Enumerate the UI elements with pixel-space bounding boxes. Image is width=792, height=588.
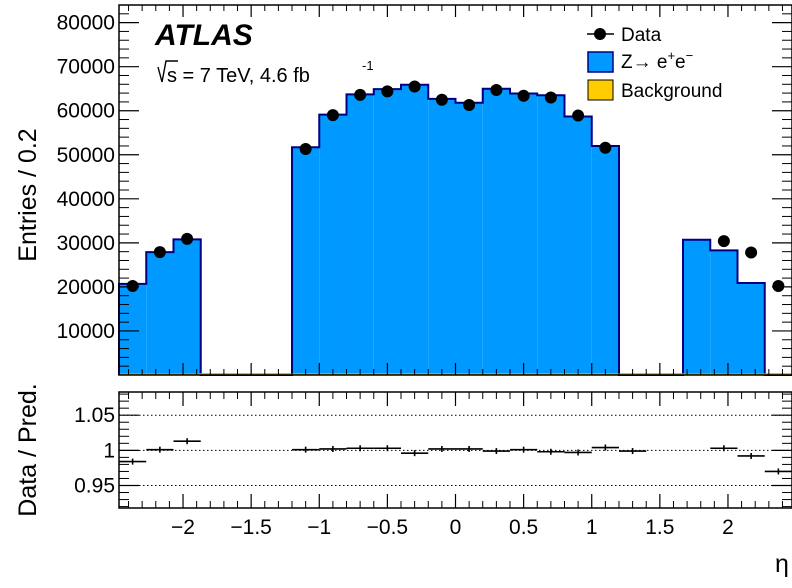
signal-bar: [683, 239, 711, 374]
data-point: [408, 80, 421, 93]
signal-bar: [319, 114, 347, 374]
signal-bar: [146, 252, 174, 374]
data-point: [435, 93, 448, 106]
legend-signal-label: Z→ e+e−: [621, 48, 693, 73]
ratio-data-points: [119, 438, 792, 475]
main-y-tick-label: 50000: [57, 144, 115, 167]
legend-item-signal: Z→ e+e−: [587, 48, 693, 73]
x-tick-label: −0.5: [367, 516, 408, 539]
main-y-tick-label: 70000: [57, 56, 115, 79]
data-point: [153, 246, 166, 259]
main-y-tick-label: 60000: [57, 100, 115, 123]
main-y-axis-title: Entries / 0.2: [14, 128, 42, 261]
lumi-exponent: -1: [362, 58, 374, 73]
legend-data-label: Data: [621, 25, 662, 46]
ratio-y-tick-label: 1.05: [74, 404, 115, 427]
main-y-tick-label: 30000: [57, 232, 115, 255]
data-point: [599, 141, 612, 154]
x-tick-label: −2: [171, 516, 195, 539]
signal-bar: [173, 239, 201, 374]
ratio-axis-ticks: [119, 392, 792, 508]
signal-bar: [346, 94, 374, 374]
x-tick-label: −1: [307, 516, 331, 539]
x-tick-label: −1.5: [230, 516, 271, 539]
main-histogram-fills: [118, 83, 792, 376]
signal-bar: [509, 93, 538, 374]
legend-item-data: Data: [587, 25, 662, 46]
signal-bar: [591, 145, 619, 374]
energy-text: s = 7 TeV, 4.6 fb: [167, 65, 310, 87]
data-point: [572, 109, 585, 122]
x-tick-label: 1.5: [645, 516, 674, 539]
ratio-y-tick-label: 1: [103, 439, 115, 462]
data-point: [126, 280, 139, 293]
main-data-markers: [126, 80, 785, 293]
signal-bar: [737, 282, 765, 374]
signal-bar: [537, 95, 565, 374]
data-point: [517, 89, 530, 102]
signal-bar: [710, 250, 738, 374]
signal-bar: [401, 84, 429, 374]
legend-signal-swatch: [587, 51, 614, 73]
data-point: [772, 280, 785, 293]
sqrt-bar: [157, 60, 178, 83]
main-y-tick-label: 20000: [57, 276, 115, 299]
main-axis-ticks: [119, 5, 792, 375]
signal-bar: [292, 147, 320, 374]
x-tick-label: 0.5: [509, 516, 538, 539]
ratio-y-axis-title: Data / Pred.: [14, 383, 42, 516]
signal-bar: [119, 283, 147, 374]
signal-bar: [455, 102, 483, 374]
ratio-reference-lines: [119, 414, 792, 487]
x-tick-label: 1: [586, 516, 598, 539]
data-point: [544, 91, 557, 104]
data-point: [326, 109, 339, 122]
legend: Data Z→ e+e− Background: [587, 25, 722, 102]
data-point: [490, 84, 503, 97]
legend-item-background: Background: [587, 79, 722, 102]
legend-data-marker: [594, 28, 606, 40]
data-point: [354, 88, 367, 101]
signal-bar: [564, 116, 592, 374]
x-tick-label: 0: [450, 516, 462, 539]
signal-bar: [373, 89, 402, 374]
legend-background-swatch: [587, 79, 614, 101]
x-axis-title: η: [775, 550, 789, 578]
main-y-tick-label: 40000: [57, 188, 115, 211]
signal-bar: [428, 98, 456, 374]
data-point: [381, 85, 394, 98]
data-point: [717, 235, 730, 248]
main-y-tick-label: 10000: [57, 320, 115, 343]
data-point: [745, 246, 758, 259]
data-point: [299, 143, 312, 156]
signal-bar: [482, 88, 510, 374]
legend-background-label: Background: [621, 81, 722, 102]
ratio-y-tick-label: 0.95: [74, 475, 115, 498]
data-point: [181, 232, 194, 245]
x-tick-label: 2: [722, 516, 734, 539]
energy-lumi-label: s = 7 TeV, 4.6 fb -1: [157, 58, 374, 87]
data-point: [463, 98, 476, 111]
experiment-label: ATLAS: [154, 19, 253, 52]
main-y-tick-label: 80000: [57, 12, 115, 35]
